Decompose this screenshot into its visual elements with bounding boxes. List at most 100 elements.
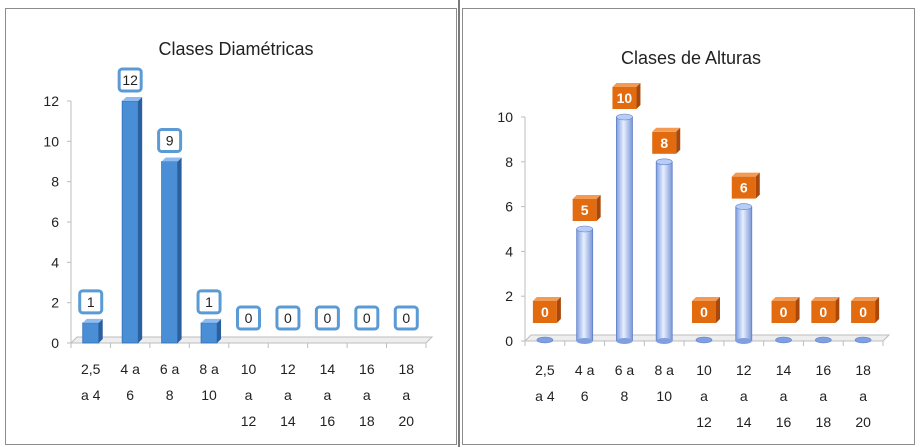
x-category-label: 20 (398, 413, 414, 429)
data-label-tag (572, 199, 597, 221)
data-label-tag-top (692, 297, 720, 301)
data-label-box (157, 128, 183, 153)
x-category-label: a (323, 387, 331, 403)
bar (815, 336, 832, 344)
data-label-box (196, 289, 222, 315)
bar-top (201, 318, 222, 323)
x-category-label: 14 (776, 362, 792, 378)
bar (854, 336, 872, 344)
bar (576, 228, 594, 342)
x-category-label: 12 (696, 414, 712, 430)
data-label: 5 (581, 202, 589, 218)
bar (655, 161, 673, 342)
data-label-tag-side (795, 297, 800, 323)
y-tick-label: 6 (505, 199, 513, 215)
data-label: 0 (245, 310, 253, 326)
x-category-label: 6 a (615, 362, 635, 378)
x-category-label: 14 (320, 361, 336, 377)
data-label-tag-side (596, 195, 601, 221)
data-label-box (78, 289, 104, 315)
data-label: 12 (122, 72, 138, 88)
y-tick-label: 8 (51, 174, 59, 190)
bar-side (138, 97, 143, 343)
x-category-label: 20 (855, 414, 871, 430)
x-category-label: 14 (280, 413, 296, 429)
bar-base (735, 338, 752, 344)
data-label-tag (692, 301, 716, 323)
x-category-label: a (740, 388, 748, 404)
bar (161, 161, 179, 344)
x-category-label: 18 (855, 362, 871, 378)
x-category-label: 10 (696, 362, 712, 378)
x-category-label: 8 (166, 387, 174, 403)
bar (735, 206, 753, 342)
x-category-label: 12 (241, 413, 257, 429)
data-label: 6 (740, 180, 748, 196)
data-label-box (117, 67, 143, 93)
x-category-label: 16 (320, 413, 336, 429)
bar-side (217, 318, 222, 343)
data-label-tag-top (811, 297, 840, 301)
data-label: 0 (284, 310, 292, 326)
y-tick-label: 6 (51, 214, 59, 230)
x-category-label: 2,5 (81, 361, 101, 377)
data-label-tag-top (771, 297, 800, 301)
data-label: 0 (363, 310, 371, 326)
y-tick-label: 10 (497, 109, 513, 125)
data-label-box (354, 305, 380, 331)
y-tick-label: 12 (43, 93, 59, 109)
x-category-label: 6 (126, 387, 134, 403)
data-label-box (275, 305, 301, 331)
bar (616, 116, 633, 342)
bar-side (98, 318, 103, 343)
bar (536, 336, 554, 344)
bar (775, 336, 792, 344)
data-label-tag-top (532, 297, 561, 301)
data-label-tag (771, 301, 796, 323)
y-tick-label: 2 (51, 295, 59, 311)
data-label-tag (731, 176, 756, 199)
data-label: 0 (323, 310, 331, 326)
bar-top (616, 113, 633, 121)
y-tick-label: 0 (51, 335, 59, 351)
x-category-label: 16 (359, 361, 375, 377)
data-label-box (236, 305, 261, 331)
x-category-label: a (402, 387, 410, 403)
bar-top (576, 225, 593, 233)
x-category-label: a (284, 387, 292, 403)
data-label: 8 (660, 135, 668, 151)
data-label-tag-side (875, 297, 880, 323)
bar-base (656, 338, 673, 344)
data-label: 0 (402, 310, 410, 326)
bar (695, 336, 713, 344)
height-classes-chart: Clases de Alturas 0 2 4 6 8 10 0 2,5 a 4 5 4 a 6 10 6… (497, 48, 891, 430)
x-category-label: a 4 (81, 387, 101, 403)
data-label: 1 (87, 294, 95, 310)
x-category-label: a (859, 388, 867, 404)
data-label-tag (612, 87, 637, 109)
data-label-tag-side (755, 172, 760, 199)
x-category-label: 10 (656, 388, 672, 404)
y-tick-label: 10 (43, 133, 59, 149)
x-category-label: 12 (280, 361, 296, 377)
data-label-tag-top (612, 83, 641, 87)
bar-top (735, 203, 753, 210)
x-category-label: 8 a (199, 361, 219, 377)
data-label-tag-top (851, 297, 880, 301)
chart-title: Clases Diamétricas (158, 39, 313, 59)
data-label: 9 (166, 133, 174, 149)
bar (82, 322, 100, 344)
x-category-label: 18 (398, 361, 414, 377)
diameter-classes-panel: Clases Diamétricas 0 2 4 6 8 10 12 1 2,5 a 4 12 4 a… (5, 8, 457, 445)
x-category-label: a (780, 388, 788, 404)
data-label: 1 (205, 294, 213, 310)
x-category-label: 12 (736, 362, 752, 378)
data-label-tag (851, 301, 876, 323)
chart-title: Clases de Alturas (621, 48, 761, 68)
data-label-tag-side (835, 297, 840, 323)
bar (121, 100, 139, 344)
data-label-tag-top (572, 195, 601, 199)
data-label: 0 (819, 304, 827, 320)
